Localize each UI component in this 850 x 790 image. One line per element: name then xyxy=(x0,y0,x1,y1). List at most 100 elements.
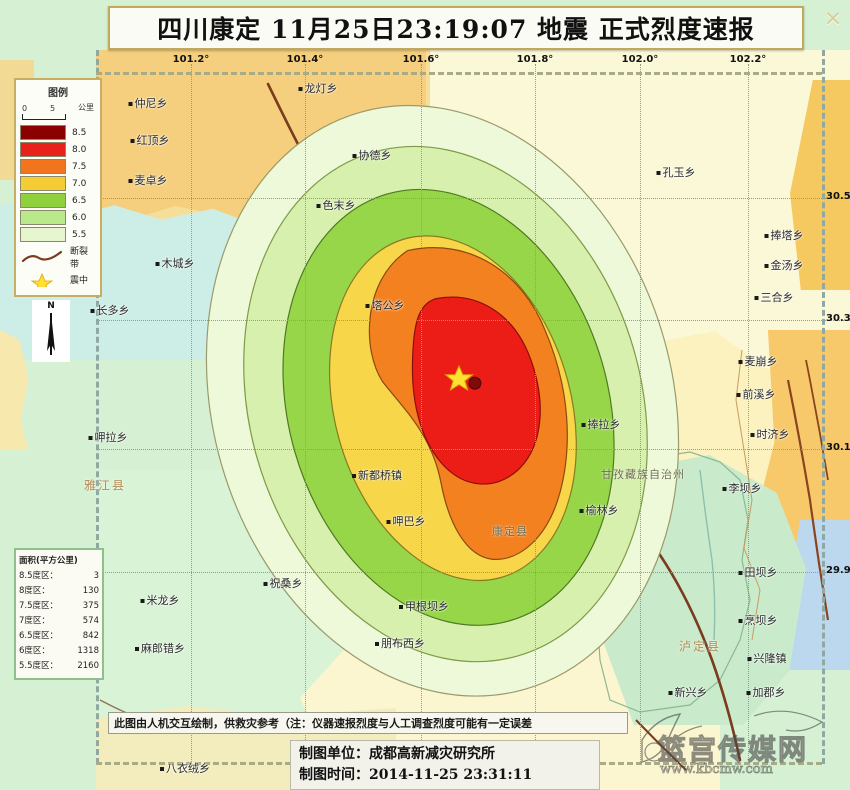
area-zone-label: 7.5度区： xyxy=(19,601,59,611)
gridline-lon-101-6 xyxy=(421,64,422,764)
credit-panel: 制图单位：成都高新减灾研究所 制图时间：2014-11-25 23:31:11 xyxy=(290,740,600,790)
legend-item-label: 8.5 xyxy=(72,127,87,138)
legend-item: 7.0 xyxy=(20,176,96,191)
fault-line-icon xyxy=(20,250,64,265)
area-zone-value: 2160 xyxy=(77,661,99,671)
close-icon[interactable]: ✕ xyxy=(824,7,842,31)
area-statistics-rows: 8.5度区： 3 8度区： 130 7.5度区： 375 7度区： 574 6.5度区： 842 6… xyxy=(19,569,99,674)
legend-items: 8.5 8.0 7.5 7.0 6.5 6.0 5.5 xyxy=(20,125,96,242)
map-frame-top xyxy=(96,72,822,75)
legend-swatch xyxy=(20,210,66,225)
legend-item-label: 5.5 xyxy=(72,229,87,240)
region-label: 甘孜藏族自治州 xyxy=(601,468,685,481)
legend-panel: 图例 0 5 公里 8.5 8.0 7.5 7.0 6.5 6.0 5.5 断裂带震中 xyxy=(14,78,102,297)
latitude-tick-label: 30.1° xyxy=(826,442,850,453)
legend-item-label: 7.5 xyxy=(72,161,87,172)
legend-swatch xyxy=(20,227,66,242)
gridline-lon-101-2 xyxy=(191,64,192,764)
area-zone-value: 1318 xyxy=(77,646,99,656)
legend-item: 5.5 xyxy=(20,227,96,242)
latitude-tick-label: 30.5° xyxy=(826,191,850,202)
legend-swatch xyxy=(20,125,66,140)
compass-needle-icon xyxy=(47,313,55,355)
legend-symbol-item: 断裂带 xyxy=(20,244,96,270)
legend-swatch xyxy=(20,142,66,157)
gridline-lat-30-3 xyxy=(96,320,850,321)
legend-item-label: 6.0 xyxy=(72,212,87,223)
area-zone-label: 8度区： xyxy=(19,586,50,596)
longitude-tick-label: 101.4° xyxy=(286,54,324,65)
area-zone-label: 5.5度区： xyxy=(19,661,59,671)
gridline-lon-101-4 xyxy=(305,64,306,764)
gridline-lon-102-0 xyxy=(640,64,641,764)
title-bar: 四川康定 11月25日23:19:07 地震 正式烈度速报 xyxy=(108,6,804,50)
legend-swatch xyxy=(20,176,66,191)
area-zone-label: 6度区： xyxy=(19,646,50,656)
area-statistics-title: 面积(平方公里) xyxy=(19,556,78,566)
gridline-lon-101-8 xyxy=(535,64,536,764)
legend-item-label: 8.0 xyxy=(72,144,87,155)
gridline-lat-30-1 xyxy=(96,449,850,450)
area-statistics-row: 8度区： 130 xyxy=(19,584,99,599)
legend-symbols: 断裂带 震中 xyxy=(20,244,96,287)
gridline-lon-102-2 xyxy=(748,64,749,764)
legend-item: 6.5 xyxy=(20,193,96,208)
longitude-tick-label: 101.6° xyxy=(402,54,440,65)
gridline-lat-29-9 xyxy=(96,572,850,573)
scale-unit: 公里 xyxy=(78,103,94,112)
area-statistics-row: 6.5度区： 842 xyxy=(19,629,99,644)
legend-symbol-label: 断裂带 xyxy=(70,247,89,270)
gridline-lat-30-5 xyxy=(96,198,850,199)
legend-swatch xyxy=(20,159,66,174)
longitude-tick-label: 101.8° xyxy=(516,54,554,65)
legend-item: 8.5 xyxy=(20,125,96,140)
scale-min: 0 xyxy=(22,104,28,113)
legend-title: 图例 xyxy=(48,88,68,99)
map-frame-right xyxy=(822,50,825,764)
area-statistics-panel: 面积(平方公里) 8.5度区： 3 8度区： 130 7.5度区： 375 7度区： 574 6… xyxy=(14,548,104,680)
epicenter-star-icon xyxy=(20,272,64,287)
area-zone-label: 7度区： xyxy=(19,616,50,626)
legend-symbol-item: 震中 xyxy=(20,272,96,287)
scale-bar xyxy=(22,114,66,120)
credit-organization: 制图单位：成都高新减灾研究所 xyxy=(299,746,495,762)
latitude-tick-label: 29.9° xyxy=(826,565,850,576)
map-caption-text: 此图由人机交互绘制，供救灾参考（注：仪器速报烈度与人工调查烈度可能有一定误差 xyxy=(114,717,532,730)
longitude-tick-label: 102.2° xyxy=(729,54,767,65)
compass-north-label: N xyxy=(47,301,55,311)
area-zone-value: 375 xyxy=(82,601,99,611)
area-zone-value: 574 xyxy=(82,616,99,626)
legend-swatch xyxy=(20,193,66,208)
legend-item-label: 7.0 xyxy=(72,178,87,189)
area-statistics-row: 5.5度区： 2160 xyxy=(19,659,99,674)
map-frame-left xyxy=(96,50,99,764)
longitude-tick-label: 101.2° xyxy=(172,54,210,65)
legend-item: 6.0 xyxy=(20,210,96,225)
area-zone-value: 842 xyxy=(82,631,99,641)
credit-time: 制图时间：2014-11-25 23:31:11 xyxy=(299,767,533,783)
page-title: 四川康定 11月25日23:19:07 地震 正式烈度速报 xyxy=(157,15,755,44)
legend-item-label: 6.5 xyxy=(72,195,87,206)
compass-rose: N xyxy=(32,300,70,362)
legend-item: 7.5 xyxy=(20,159,96,174)
area-statistics-row: 6度区： 1318 xyxy=(19,644,99,659)
scale-max: 5 xyxy=(50,104,56,113)
area-zone-label: 8.5度区： xyxy=(19,571,59,581)
area-zone-label: 6.5度区： xyxy=(19,631,59,641)
longitude-tick-label: 102.0° xyxy=(621,54,659,65)
latitude-tick-label: 30.3° xyxy=(826,313,850,324)
area-zone-value: 3 xyxy=(93,571,99,581)
area-statistics-row: 7.5度区： 375 xyxy=(19,599,99,614)
area-statistics-row: 8.5度区： 3 xyxy=(19,569,99,584)
legend-item: 8.0 xyxy=(20,142,96,157)
region-label: 雅江县 xyxy=(83,478,127,493)
scale-bar-labels: 0 5 公里 xyxy=(20,102,96,113)
region-label: 泸定县 xyxy=(678,639,722,654)
map-caption-bar: 此图由人机交互绘制，供救灾参考（注：仪器速报烈度与人工调查烈度可能有一定误差 xyxy=(108,712,628,734)
area-statistics-row: 7度区： 574 xyxy=(19,614,99,629)
area-zone-value: 130 xyxy=(82,586,99,596)
legend-symbol-label: 震中 xyxy=(70,276,89,286)
region-label: 康定县 xyxy=(492,525,528,538)
